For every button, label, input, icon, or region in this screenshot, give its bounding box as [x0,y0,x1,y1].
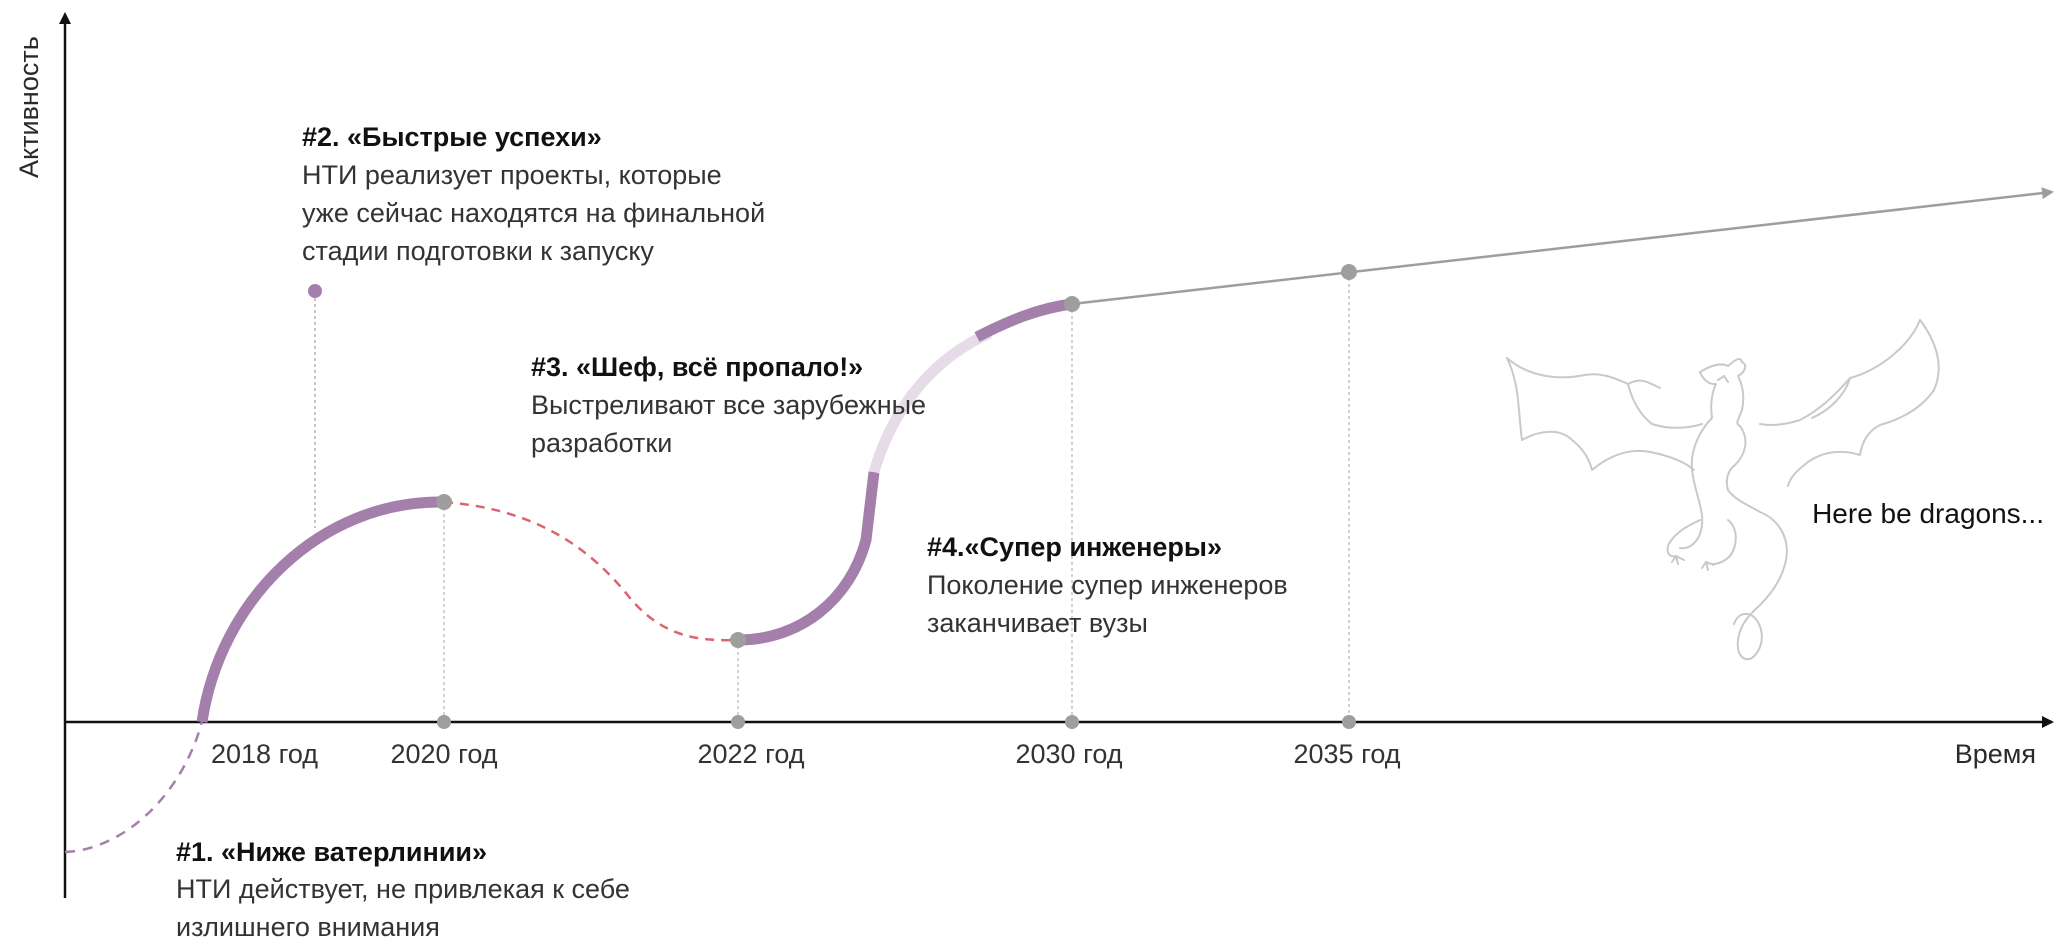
dragon-caption: Here be dragons... [1812,498,2044,529]
phase2-line-1: НТИ реализует проекты, которые [302,160,722,190]
phase4-line-1: Поколение супер инженеров [927,570,1288,600]
quick-wins-curve [196,496,445,723]
phase1-line-2: излишнего внимания [176,912,440,941]
timeline-label-2020: 2020 год [391,739,498,769]
phase2-line-3: стадии подготовки к запуску [302,236,654,266]
phase2-annotation: #2. «Быстрые успехи» НТИ реализует проек… [302,122,765,266]
curve-marker-2030 [1064,296,1080,312]
phase4-line-2: заканчивает вузы [927,608,1148,638]
phase4-annotation: #4.«Супер инженеры» Поколение супер инже… [927,532,1288,638]
dragon-icon [1506,319,1940,661]
phase3-annotation: #3. «Шеф, всё пропало!» Выстреливают все… [531,352,926,458]
curve-marker-2022 [730,632,746,648]
timeline-label-2018: 2018 год [211,739,318,769]
faded-growth-curve [868,327,993,474]
phase3-line-2: разработки [531,428,672,458]
phase2-line-2: уже сейчас находятся на финальной [302,198,765,228]
y-axis-title: Активность [14,36,44,178]
curve-marker-2020 [436,494,452,510]
axis-marker-2035 [1342,715,1356,729]
super-engineers-curve [974,298,1073,342]
future-trend-line [1071,187,2054,306]
x-axis-title: Время [1955,739,2036,769]
dip-curve [443,500,739,642]
recovery-curve [737,471,880,646]
phase2-title: #2. «Быстрые успехи» [302,122,602,152]
phase2-marker [308,284,322,298]
phase1-annotation: #1. «Ниже ватерлинии» НТИ действует, не … [176,837,630,941]
axis-marker-2030 [1065,715,1079,729]
curve-marker-2035 [1341,264,1357,280]
axis-marker-2020 [437,715,451,729]
phase1-title: #1. «Ниже ватерлинии» [176,837,487,867]
phase3-line-1: Выстреливают все зарубежные [531,390,926,420]
timeline-label-2030: 2030 год [1016,739,1123,769]
below-waterline-curve [64,721,204,854]
axis-marker-2022 [731,715,745,729]
phase3-title: #3. «Шеф, всё пропало!» [531,352,863,382]
timeline-label-2035: 2035 год [1294,739,1401,769]
timeline-label-2022: 2022 год [698,739,805,769]
phase1-line-1: НТИ действует, не привлекая к себе [176,874,630,904]
phase4-title: #4.«Супер инженеры» [927,532,1222,562]
